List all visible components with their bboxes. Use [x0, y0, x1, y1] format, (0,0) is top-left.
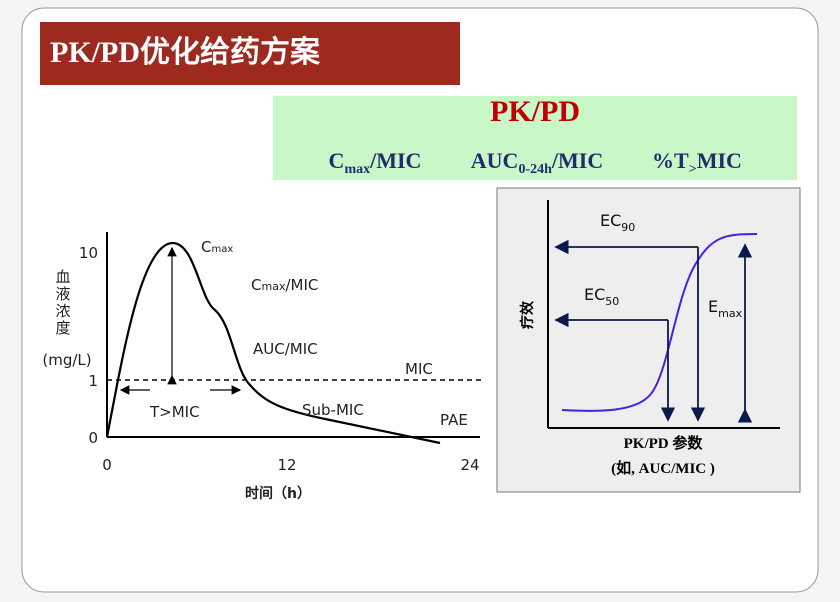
effect-curve: [561, 233, 758, 412]
sub: max: [344, 162, 370, 177]
x-label: 时间（h）: [245, 485, 311, 502]
base: EC: [584, 285, 605, 304]
sub: >: [689, 162, 697, 177]
auc-label: AUC/MIC: [253, 340, 318, 358]
y-unit: (mg/L): [42, 351, 91, 369]
base: C: [329, 148, 345, 173]
x-label: PK/PD 参数: [624, 434, 704, 452]
rest: /MIC: [551, 148, 603, 173]
base: %T: [652, 148, 689, 173]
effect-plot: EC90 EC50 Emax 疗效 PK/PD 参数 (如, AUC/MIC ): [496, 187, 801, 493]
title: PK/PD优化给药方案: [50, 35, 321, 69]
ratio-label: Cmax/MIC: [251, 276, 318, 294]
t-mic-label: T>MIC: [149, 403, 200, 421]
index: Cmax/MIC: [329, 148, 422, 177]
x-tick-label: 12: [277, 456, 296, 474]
ec50-label: EC50: [584, 285, 619, 308]
concentration-curve: [105, 241, 441, 445]
y-tick-label: 1: [88, 372, 98, 390]
x-note: (如, AUC/MIC ): [611, 459, 715, 477]
indices: Cmax/MIC AUC0-24h/MIC %T>MIC: [329, 148, 742, 177]
base: AUC: [471, 148, 519, 173]
sub: max: [718, 307, 742, 320]
sub: max: [261, 280, 285, 293]
y-tick-label: 10: [79, 244, 98, 262]
mic-label: MIC: [405, 360, 433, 378]
base: C: [251, 276, 261, 294]
y-label: 液: [55, 285, 70, 303]
index: AUC0-24h/MIC: [471, 148, 603, 177]
rest: MIC: [697, 148, 742, 173]
peak-label: Cmax: [201, 238, 233, 256]
x-tick-label: 0: [102, 456, 112, 474]
sub-mic-label: Sub-MIC: [302, 401, 364, 419]
base: EC: [600, 211, 621, 230]
y-label: 血: [55, 268, 70, 286]
banner-heading: PK/PD: [490, 95, 580, 128]
banner: [273, 96, 797, 180]
pae-label: PAE: [440, 411, 468, 429]
sub: 0-24h: [518, 162, 552, 177]
title-bar: [40, 22, 460, 85]
sub: max: [211, 244, 233, 255]
y-label: 度: [55, 319, 70, 337]
y-label: 疗效: [519, 300, 536, 329]
y-tick-label: 0: [88, 429, 98, 447]
y-label: 浓: [55, 302, 70, 320]
sub: 90: [621, 221, 635, 234]
x-tick-label: 24: [460, 456, 479, 474]
rest: /MIC: [369, 148, 421, 173]
sub: 50: [605, 295, 619, 308]
emax-label: Emax: [708, 297, 743, 320]
base: E: [708, 297, 718, 316]
base: C: [201, 238, 211, 256]
rest: /MIC: [285, 276, 318, 294]
concentration-plot: 血 液 浓 度 (mg/L) 10 1 0 0 12 24 时间（h） Cmax…: [42, 232, 482, 502]
index: %T>MIC: [652, 148, 742, 177]
ec90-label: EC90: [600, 211, 635, 234]
